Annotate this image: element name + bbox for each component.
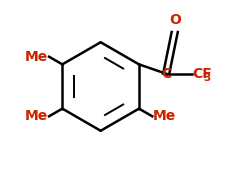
Text: 3: 3 [203,73,211,83]
Text: C: C [161,67,171,81]
Text: Me: Me [25,109,48,123]
Text: CF: CF [192,67,212,81]
Text: O: O [169,13,181,27]
Text: Me: Me [25,50,48,64]
Text: Me: Me [153,109,176,123]
